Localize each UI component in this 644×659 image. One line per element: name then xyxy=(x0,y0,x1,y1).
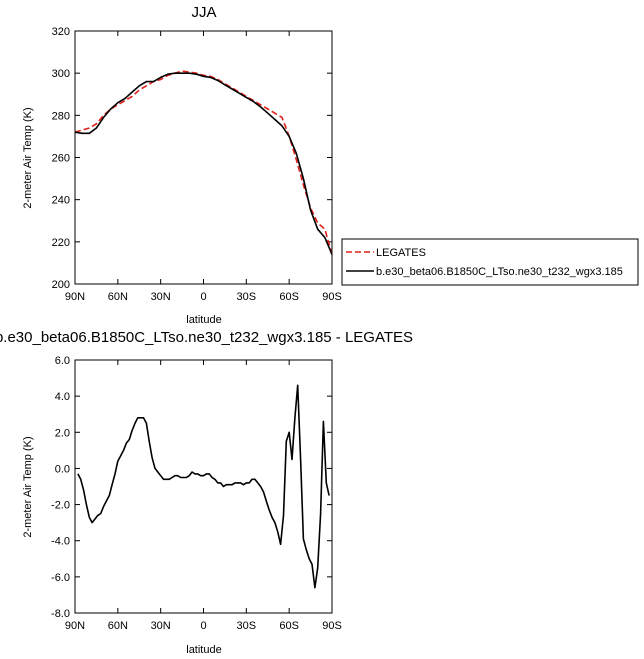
top-x-tick-label: 0 xyxy=(200,291,206,303)
bottom-y-tick-label: 2.0 xyxy=(55,427,70,439)
bottom-panel-frame xyxy=(74,359,333,614)
bottom-x-tick-label: 90N xyxy=(65,620,85,632)
top-x-tick-label: 60N xyxy=(108,291,128,303)
bottom-y-tick-label: -4.0 xyxy=(51,536,70,548)
top-panel-ticks: 90N 60N 30N 0 30S 60S 90S 200 220 240 260 280 300 320 xyxy=(52,26,342,303)
top-y-tick-label: 200 xyxy=(52,279,70,291)
bottom-panel: b.e30_beta06.B1850C_LTso.ne30_t232_wgx3.… xyxy=(0,329,413,656)
top-x-tick-label: 90N xyxy=(65,291,85,303)
bottom-y-tick-label: -8.0 xyxy=(51,608,70,620)
bottom-x-tick-label: 30N xyxy=(151,620,171,632)
bottom-x-tick-label: 60S xyxy=(279,620,299,632)
bottom-series-line-0 xyxy=(77,384,330,589)
bottom-y-tick-label: -6.0 xyxy=(51,572,70,584)
top-panel: JJA 90N 60N 30N 0 30S 60S 90S 200 220 240 260 280 30… xyxy=(22,4,342,326)
top-x-tick-label: 30N xyxy=(151,291,171,303)
top-y-tick-label: 260 xyxy=(52,153,70,165)
bottom-y-tick-label: -2.0 xyxy=(51,500,70,512)
bottom-y-tick-label: 0.0 xyxy=(55,463,70,475)
bottom-x-tick-label: 30S xyxy=(237,620,257,632)
bottom-x-tick-label: 0 xyxy=(200,620,206,632)
bottom-panel-ylabel: 2-meter Air Temp (K) xyxy=(22,436,34,537)
top-y-tick-label: 280 xyxy=(52,110,70,122)
legend: LEGATES b.e30_beta06.B1850C_LTso.ne30_t2… xyxy=(341,238,639,286)
top-x-tick-label: 30S xyxy=(237,291,257,303)
top-panel-xlabel: latitude xyxy=(186,314,221,326)
bottom-y-tick-label: 4.0 xyxy=(55,391,70,403)
legend-label-legates: LEGATES xyxy=(376,247,426,259)
bottom-x-tick-label: 90S xyxy=(322,620,342,632)
top-panel-series xyxy=(74,70,333,255)
top-y-tick-label: 300 xyxy=(52,68,70,80)
top-panel-title: JJA xyxy=(191,4,216,21)
top-y-tick-label: 240 xyxy=(52,195,70,207)
legend-frame xyxy=(341,238,639,286)
top-panel-frame xyxy=(74,30,333,285)
top-y-tick-label: 220 xyxy=(52,237,70,249)
bottom-y-tick-label: 6.0 xyxy=(55,355,70,367)
top-series-line-1 xyxy=(74,72,333,255)
bottom-panel-ticks: 90N 60N 30N 0 30S 60S 90S -8.0 -6.0 -4.0 -2.0 0.0 2.… xyxy=(51,355,342,632)
top-series-line-0 xyxy=(74,70,333,255)
top-x-tick-label: 90S xyxy=(322,291,342,303)
bottom-panel-title: b.e30_beta06.B1850C_LTso.ne30_t232_wgx3.… xyxy=(0,329,413,346)
bottom-x-tick-label: 60N xyxy=(108,620,128,632)
legend-label-model: b.e30_beta06.B1850C_LTso.ne30_t232_wgx3.… xyxy=(376,266,623,278)
bottom-panel-xlabel: latitude xyxy=(186,644,221,656)
top-panel-ylabel: 2-meter Air Temp (K) xyxy=(22,107,34,208)
top-x-tick-label: 60S xyxy=(279,291,299,303)
top-y-tick-label: 320 xyxy=(52,26,70,38)
bottom-panel-series xyxy=(77,384,330,589)
